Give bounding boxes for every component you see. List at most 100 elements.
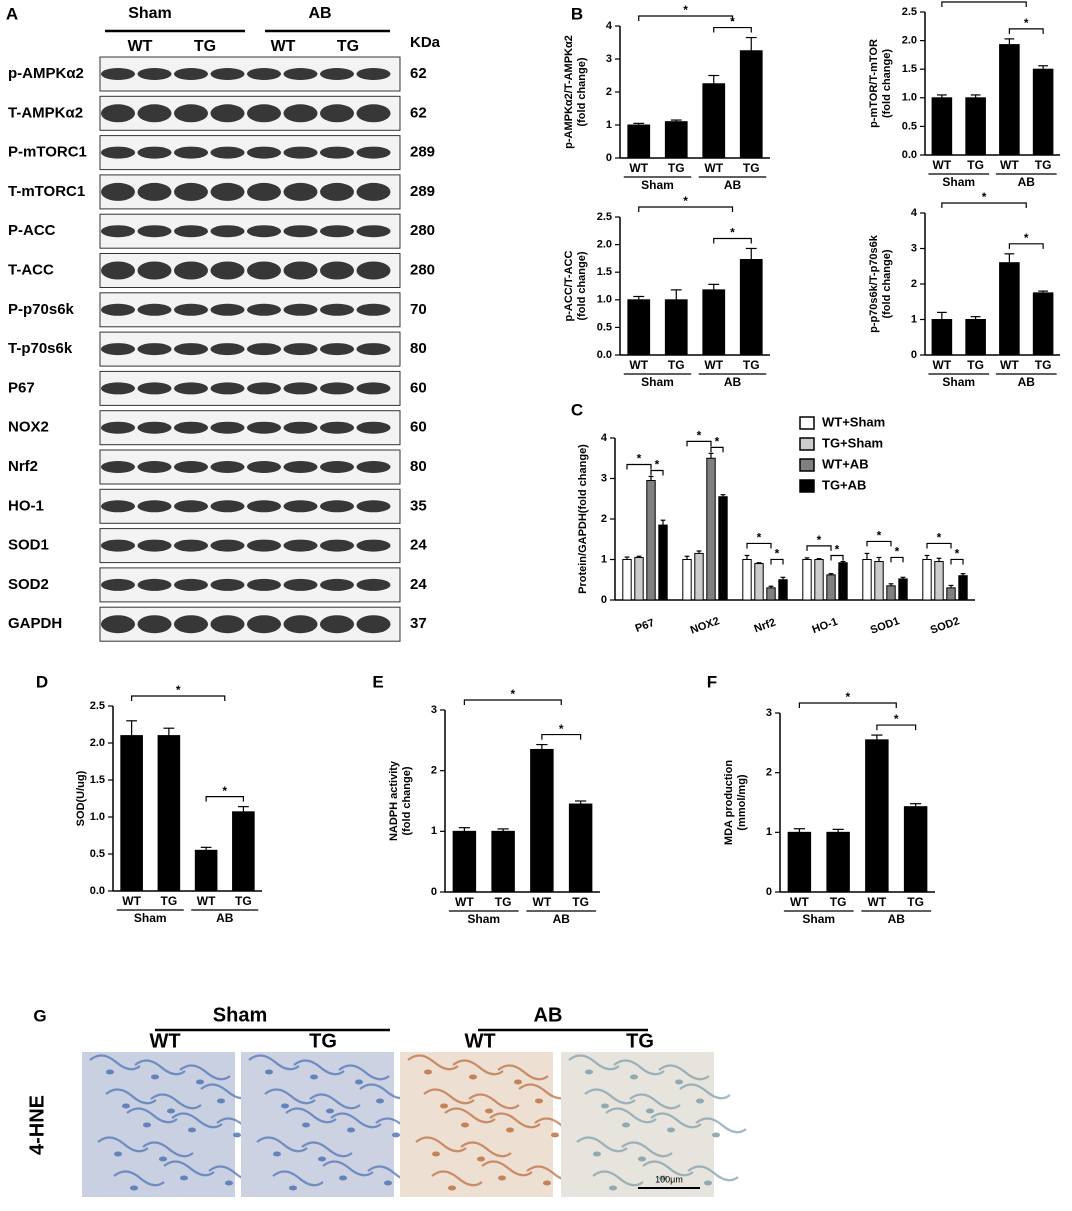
bar (814, 559, 824, 601)
significance-bracket (950, 558, 964, 565)
tissue-fiber (423, 1088, 475, 1105)
tissue-fiber (592, 1170, 644, 1187)
legend-label: WT+AB (822, 456, 869, 471)
bar (874, 561, 884, 601)
bar (946, 587, 956, 601)
blot-band (356, 539, 391, 552)
blot-band (174, 578, 208, 591)
y-tick-label: 1 (766, 826, 772, 838)
bar (702, 289, 726, 356)
nucleus (339, 1175, 347, 1181)
significance-bracket (205, 796, 244, 802)
kda-label: 280 (410, 261, 435, 278)
significance-bracket (713, 26, 752, 33)
blot-band (210, 382, 245, 395)
bar (664, 299, 688, 356)
blot-band (210, 578, 245, 591)
y-axis-label: (fold change) (881, 49, 893, 118)
kda-label: 62 (410, 65, 427, 82)
nucleus (704, 1180, 712, 1186)
blot-band (137, 146, 172, 159)
y-tick-label: 1.0 (902, 92, 917, 104)
bar (826, 574, 836, 601)
blot-band (137, 303, 172, 316)
nucleus (593, 1151, 601, 1157)
blot-band (174, 261, 208, 280)
tissue-fiber (687, 1165, 739, 1182)
tissue-fiber (629, 1093, 681, 1110)
x-tick-label: WT (868, 895, 887, 909)
blot-band (283, 578, 318, 591)
significance-label: * (775, 547, 780, 561)
tissue-fiber (584, 1088, 636, 1105)
blot-band (101, 421, 135, 434)
significance-label: * (1024, 16, 1029, 30)
nucleus (265, 1069, 273, 1075)
tissue-fiber (650, 1112, 702, 1129)
blot-band (101, 578, 135, 591)
significance-label: * (895, 545, 900, 559)
blot-band (210, 104, 245, 123)
bar (787, 831, 812, 893)
significance-bracket (650, 469, 664, 476)
nucleus (347, 1127, 355, 1133)
y-axis-label: SOD(U/ug) (75, 770, 87, 826)
tissue-fiber (309, 1093, 361, 1110)
x-tick-label: WT (629, 161, 648, 175)
bar (627, 299, 651, 356)
nucleus (106, 1069, 114, 1075)
tissue-fiber (460, 1141, 512, 1158)
nucleus (696, 1098, 704, 1104)
nucleus (630, 1074, 638, 1080)
nucleus (233, 1132, 241, 1138)
y-tick-label: 2 (766, 767, 772, 779)
blot-band (137, 461, 172, 473)
nucleus (543, 1180, 551, 1186)
blot-band (210, 261, 245, 280)
blot-band (356, 500, 391, 513)
y-tick-label: 2 (601, 513, 607, 525)
significance-label: * (877, 529, 882, 543)
y-axis-label: Protein/GAPDH(fold change) (577, 444, 589, 594)
row-label: HO-1 (8, 497, 44, 514)
x-tick-label: WT (629, 358, 648, 372)
y-tick-label: 0.0 (902, 149, 917, 161)
tissue-fiber (248, 1054, 300, 1071)
significance-bracket (710, 446, 724, 453)
tissue-fiber (142, 1141, 194, 1158)
significance-bracket (638, 15, 734, 21)
nucleus (675, 1079, 683, 1085)
tissue-fiber (415, 1136, 467, 1153)
y-axis-label: p-mTOR/T-mTOR (868, 39, 880, 128)
blot-band (210, 421, 245, 434)
nucleus (514, 1079, 522, 1085)
significance-bracket (876, 724, 917, 731)
blot-band (356, 303, 391, 316)
bar (965, 319, 986, 356)
genotype-label: WT (128, 38, 153, 55)
y-tick-label: 0.5 (597, 321, 612, 333)
blot-band (283, 261, 318, 280)
nucleus (646, 1108, 654, 1114)
kda-label: 35 (410, 497, 427, 514)
significance-bracket (131, 695, 226, 701)
y-tick-label: 1 (431, 825, 437, 837)
x-tick-label: WT (122, 894, 141, 908)
blot-band (283, 382, 318, 395)
blot-band (174, 68, 208, 80)
blot-band (210, 343, 245, 356)
bar (646, 480, 656, 601)
panel-letter: D (36, 672, 48, 691)
tissue-fiber (171, 1112, 223, 1129)
micrograph (82, 1052, 235, 1197)
bar (754, 563, 764, 601)
y-tick-label: 0 (431, 886, 437, 898)
blot-band (247, 182, 281, 201)
x-tick-label: WT (533, 895, 552, 909)
significance-label: * (715, 435, 720, 449)
y-tick-label: 2.5 (902, 6, 917, 18)
nucleus (318, 1156, 326, 1162)
genotype-label: TG (626, 1030, 654, 1052)
kda-label: 80 (410, 340, 427, 357)
bar (194, 849, 218, 892)
